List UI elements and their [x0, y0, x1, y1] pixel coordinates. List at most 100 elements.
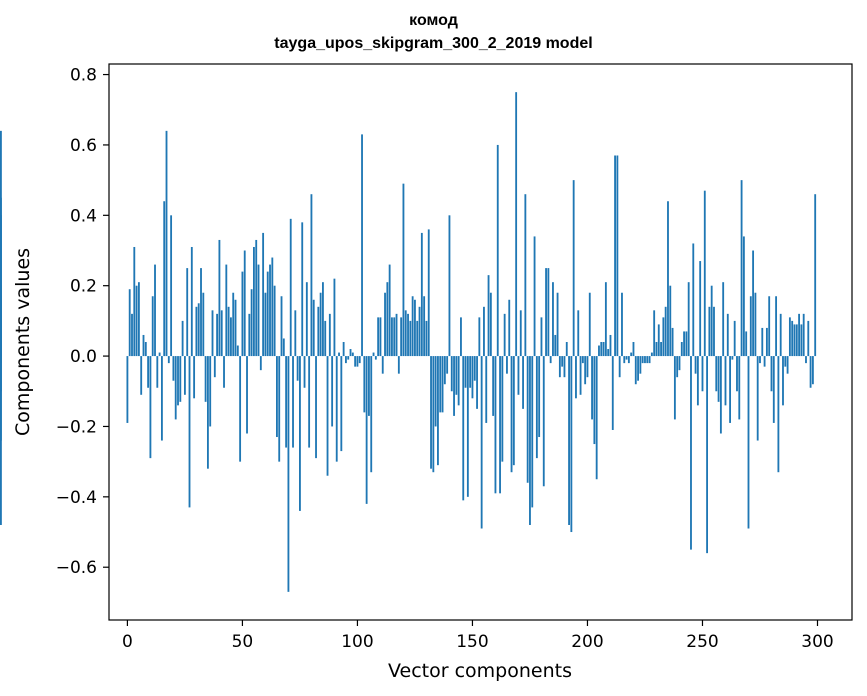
- bar: [126, 356, 129, 423]
- bar: [519, 310, 522, 357]
- bar: [515, 92, 518, 357]
- bar: [581, 356, 584, 364]
- bar: [745, 331, 748, 357]
- bar: [135, 285, 138, 357]
- bar: [177, 356, 179, 406]
- bar: [160, 356, 163, 441]
- bar: [395, 313, 398, 357]
- bar: [802, 313, 805, 357]
- bar: [473, 356, 476, 381]
- bar: [195, 306, 198, 357]
- bar: [687, 282, 690, 357]
- bar: [285, 356, 288, 448]
- bar: [278, 356, 281, 462]
- bar: [441, 356, 444, 413]
- bar: [814, 194, 817, 357]
- bar: [664, 306, 667, 357]
- bar: [262, 232, 265, 357]
- bar: [404, 310, 407, 357]
- bar: [556, 292, 559, 357]
- bar: [595, 356, 598, 480]
- bar: [517, 356, 520, 395]
- y-tick-label: 0.4: [70, 206, 97, 226]
- bar: [487, 275, 490, 357]
- x-axis: 0 50 100 150 200 250 300: [122, 620, 834, 652]
- bar: [292, 356, 294, 448]
- bar: [234, 299, 237, 357]
- bar: [250, 289, 253, 357]
- bar: [188, 356, 191, 508]
- bar: [703, 190, 706, 357]
- bar: [443, 356, 446, 385]
- bar: [255, 239, 258, 357]
- bar: [538, 356, 541, 438]
- bar: [430, 356, 432, 469]
- bar: [151, 296, 154, 357]
- bar: [747, 356, 750, 529]
- bar: [128, 289, 131, 357]
- bar: [570, 356, 573, 533]
- x-tick-label: 150: [456, 632, 488, 652]
- bar: [770, 356, 773, 392]
- bar: [788, 317, 791, 357]
- bar: [460, 317, 462, 357]
- bar: [575, 356, 577, 399]
- bar: [542, 356, 545, 487]
- bar: [552, 282, 554, 357]
- bar: [156, 356, 159, 388]
- bar: [485, 356, 488, 423]
- bar: [494, 356, 497, 494]
- y-axis-label: Components values: [12, 248, 34, 436]
- bar: [733, 320, 736, 357]
- bar: [469, 356, 472, 388]
- bar: [243, 250, 246, 357]
- bar: [462, 356, 465, 501]
- bar: [407, 313, 409, 357]
- bar: [577, 310, 580, 357]
- bar: [423, 296, 426, 357]
- bar: [609, 334, 612, 357]
- bar: [662, 317, 665, 357]
- bar: [427, 229, 430, 357]
- bar: [351, 352, 354, 357]
- bar: [607, 349, 610, 357]
- bar: [765, 327, 768, 357]
- bar: [282, 338, 285, 357]
- y-tick-label: 0.8: [70, 66, 97, 86]
- bar: [496, 144, 499, 357]
- bar: [586, 356, 589, 378]
- x-tick-label: 50: [232, 632, 254, 652]
- bar: [358, 356, 361, 364]
- bar: [0, 197, 2, 357]
- bar: [384, 292, 386, 357]
- bar: [503, 313, 506, 357]
- bar: [683, 331, 685, 357]
- bar: [289, 218, 292, 357]
- bar: [685, 331, 688, 357]
- bar: [253, 246, 255, 357]
- y-tick-label: 0.0: [70, 347, 97, 367]
- bar: [561, 356, 564, 367]
- bar: [457, 356, 460, 406]
- bar: [795, 324, 798, 357]
- bar: [572, 180, 575, 357]
- bar: [618, 356, 621, 378]
- bar: [593, 356, 596, 445]
- bar: [269, 264, 271, 357]
- bar: [731, 356, 734, 360]
- bar: [756, 356, 759, 441]
- y-tick-label: −0.6: [56, 558, 97, 578]
- bar: [777, 356, 780, 473]
- bar: [381, 356, 384, 374]
- bar: [627, 356, 630, 364]
- bar: [193, 356, 196, 399]
- bar: [657, 324, 660, 357]
- bar: [717, 356, 720, 402]
- bar: [303, 356, 306, 388]
- bar: [432, 356, 435, 473]
- bar: [584, 356, 587, 385]
- bar: [600, 342, 603, 357]
- y-tick-label: 0.6: [70, 136, 97, 156]
- bar: [545, 268, 547, 357]
- bar: [144, 342, 147, 357]
